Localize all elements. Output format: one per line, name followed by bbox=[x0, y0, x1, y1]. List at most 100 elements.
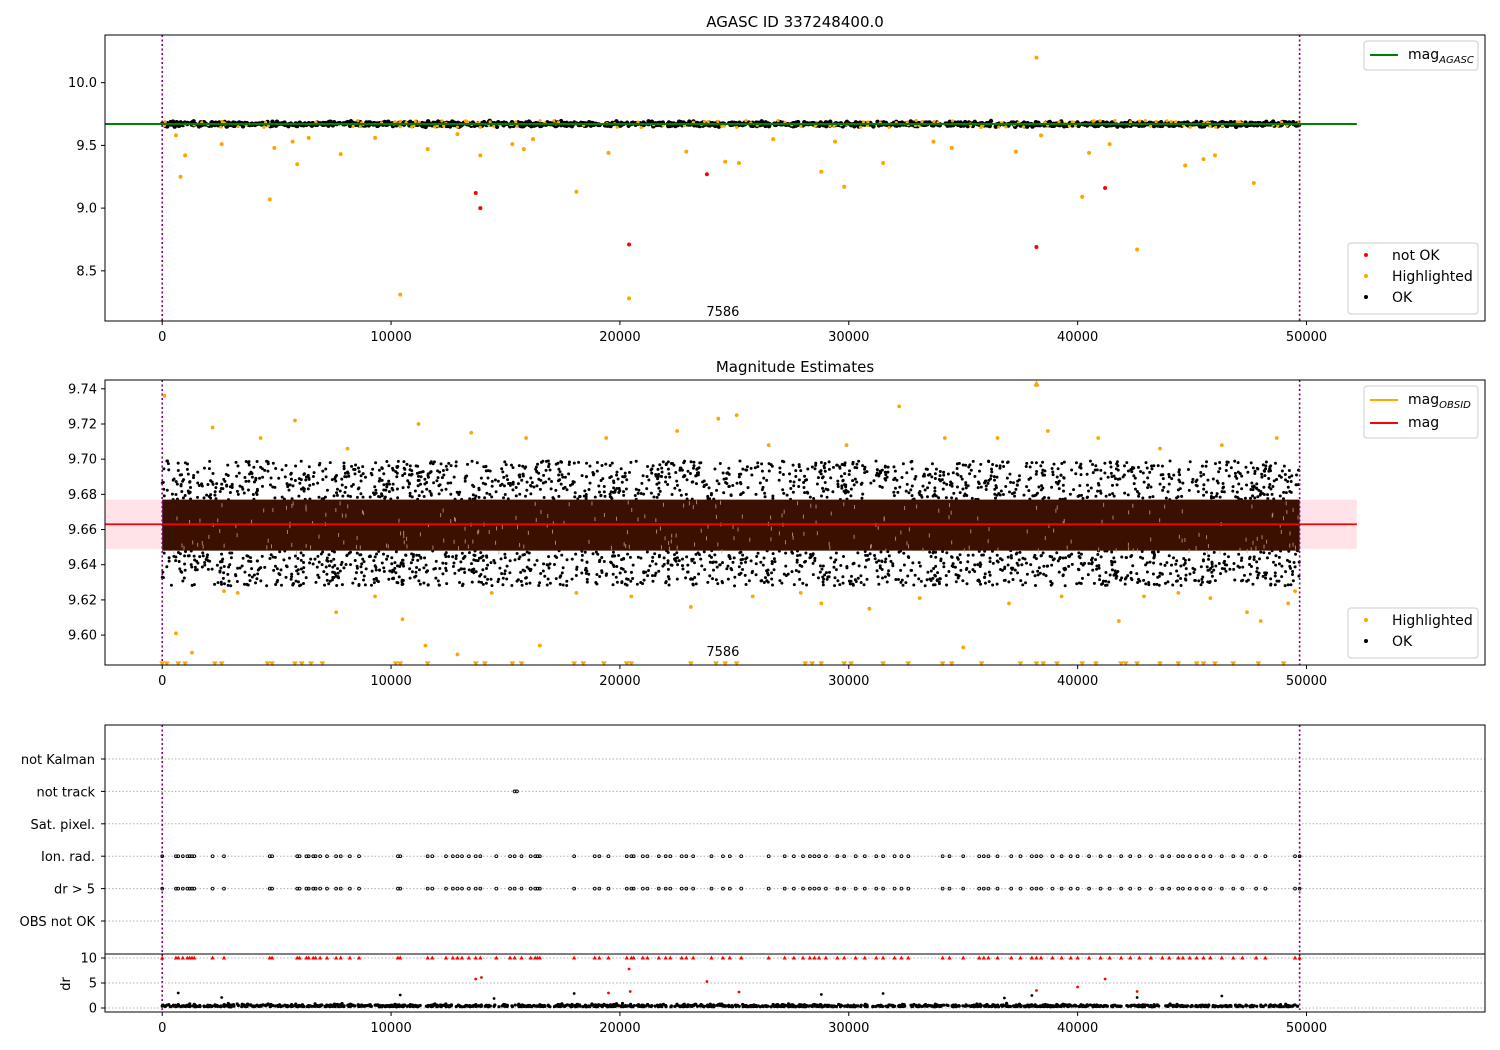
p2-ok-point bbox=[836, 482, 840, 486]
p1-highlighted-band-point bbox=[720, 124, 724, 128]
p1-highlighted-band-point bbox=[1098, 119, 1102, 123]
p2-ok-point bbox=[248, 472, 252, 476]
p2-ok-point bbox=[617, 486, 621, 490]
p2-band-streak bbox=[594, 517, 596, 522]
p3-flag-ion-rad bbox=[357, 854, 361, 859]
p2-ok-point bbox=[917, 561, 921, 565]
p2-band-streak bbox=[1188, 548, 1190, 553]
p3-flag-dr-5 bbox=[766, 886, 771, 891]
p2-band-streak bbox=[266, 545, 268, 550]
p2-ok-point bbox=[463, 476, 467, 480]
p2-band-streak bbox=[1053, 528, 1055, 533]
p2-ok-point bbox=[1149, 485, 1153, 489]
p3-flag-ion-rad bbox=[835, 854, 840, 859]
p2-ok-point bbox=[713, 553, 717, 557]
p2-band-streak bbox=[963, 548, 965, 553]
p1-highlighted-band-point bbox=[1148, 124, 1153, 128]
p2-ok-point bbox=[1038, 571, 1042, 575]
p2-ok-point bbox=[729, 494, 733, 498]
p2-point-highlighted bbox=[469, 430, 474, 435]
p2-ok-point bbox=[678, 488, 682, 492]
p3-flag-ion-rad bbox=[817, 854, 821, 859]
p2-ok-point bbox=[192, 554, 196, 558]
p2-ok-point bbox=[1099, 477, 1103, 481]
p2-ok-point bbox=[1255, 566, 1259, 570]
p2-band-streak bbox=[197, 542, 199, 547]
p2-ok-point bbox=[883, 560, 887, 564]
p2-band-streak bbox=[625, 544, 627, 549]
p2-band-streak bbox=[359, 545, 361, 550]
p2-ok-point bbox=[296, 580, 300, 584]
p2-ok-point bbox=[816, 476, 820, 480]
p2-point-highlighted bbox=[844, 443, 849, 447]
p2-band-streak bbox=[655, 518, 657, 523]
p2-ok-point bbox=[1274, 554, 1278, 558]
p2-ok-point bbox=[1282, 497, 1286, 501]
p2-ok-point bbox=[247, 463, 251, 467]
p2-ok-point bbox=[1199, 474, 1203, 478]
p2-ok-point bbox=[523, 466, 527, 470]
p3-flag-dr-5 bbox=[624, 886, 629, 891]
p2-ok-point bbox=[492, 558, 496, 562]
p2-ok-point bbox=[1236, 495, 1240, 499]
p2-ok-point bbox=[528, 569, 532, 573]
p2-ok-point bbox=[657, 472, 661, 476]
p2-ok-point bbox=[1183, 561, 1187, 565]
p2-ok-point bbox=[1236, 461, 1240, 465]
p2-point-below-axis bbox=[1280, 661, 1287, 665]
p2-ok-point bbox=[863, 565, 867, 569]
p2-ok-point bbox=[466, 462, 470, 466]
p2-ok-point bbox=[598, 575, 602, 579]
p2-ok-point bbox=[478, 574, 482, 578]
p2-ok-point bbox=[278, 550, 282, 554]
p2-point-highlighted bbox=[1096, 436, 1101, 440]
p2-ok-point bbox=[209, 479, 213, 483]
p2-point-highlighted bbox=[1116, 619, 1121, 623]
p2-band-streak bbox=[1181, 538, 1183, 543]
p3-flag-ion-rad bbox=[1219, 854, 1224, 859]
p2-ok-point bbox=[666, 467, 670, 471]
p2-point-below-axis bbox=[722, 661, 729, 665]
p2-ok-point bbox=[1255, 466, 1259, 470]
p2-band-streak bbox=[732, 524, 734, 529]
p2-ok-point bbox=[181, 579, 185, 583]
p2-ok-point bbox=[918, 489, 922, 493]
p3-flag-ion-rad bbox=[792, 854, 796, 859]
p2-ok-point bbox=[944, 574, 948, 578]
p2-ok-point bbox=[818, 564, 822, 568]
p2-ok-point bbox=[499, 557, 503, 561]
p2-ok-point bbox=[475, 461, 479, 465]
p2-ok-point bbox=[467, 551, 471, 555]
p2-ok-point bbox=[968, 472, 972, 476]
p2-ok-point bbox=[930, 462, 934, 466]
p2-band-streak bbox=[1292, 542, 1294, 547]
p2-band-streak bbox=[285, 505, 287, 510]
p2-ok-point bbox=[1176, 574, 1180, 578]
p1-highlighted-band-point bbox=[515, 124, 519, 128]
p2-ok-point bbox=[773, 560, 777, 564]
p1-highlighted-band-point bbox=[465, 119, 469, 124]
p2-ok-point bbox=[547, 477, 551, 481]
p2-point-highlighted bbox=[798, 590, 803, 595]
p2-ok-point bbox=[404, 553, 408, 557]
p2-ok-point bbox=[374, 568, 378, 572]
p2-ok-point bbox=[666, 559, 670, 563]
p2-ok-point bbox=[342, 566, 346, 570]
p2-ok-point bbox=[481, 559, 485, 563]
p2-ok-point bbox=[382, 472, 386, 476]
p2-band-streak bbox=[1206, 550, 1208, 555]
p2-band-streak bbox=[403, 534, 405, 539]
p2-ok-point bbox=[947, 570, 951, 574]
p2-ok-point bbox=[1013, 568, 1017, 572]
p1-highlighted-band-point bbox=[1022, 125, 1026, 129]
p2-band-streak bbox=[1127, 542, 1129, 547]
p2-ok-point bbox=[574, 552, 578, 556]
p2-ok-point bbox=[343, 490, 347, 494]
p1-point-highlighted bbox=[1039, 133, 1044, 138]
p2-ok-point bbox=[865, 577, 869, 581]
p2-ok-point bbox=[561, 566, 565, 570]
p2-ok-point bbox=[1246, 470, 1250, 474]
p2-band-streak bbox=[406, 544, 408, 549]
p2-ok-point bbox=[647, 569, 651, 573]
p2-ok-point bbox=[470, 570, 474, 574]
